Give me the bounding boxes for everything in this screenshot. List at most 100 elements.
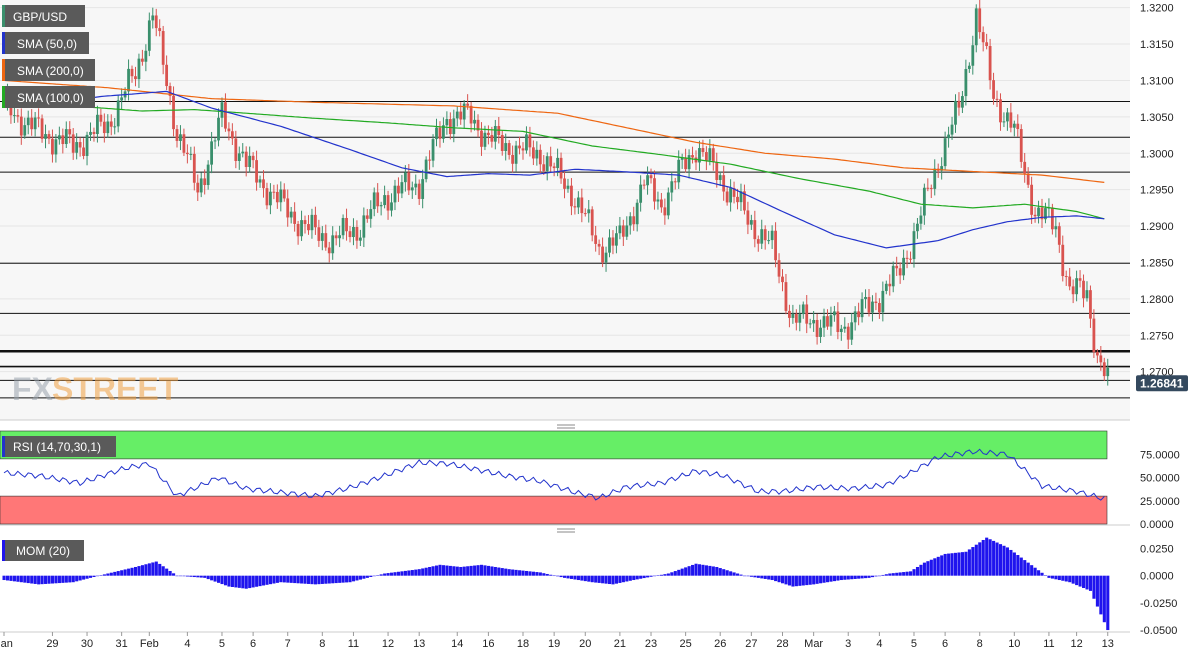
mom-bar [154,561,158,576]
candle-body [196,182,200,193]
candle-body [345,217,348,232]
candle-body [559,157,563,179]
time-tick-label: 6 [250,638,256,650]
resize-handle-rsi[interactable] [557,424,575,429]
mom-bar [642,575,646,579]
candle-body [833,311,836,316]
time-tick-label: 12 [1070,638,1082,650]
candle-body [680,157,684,160]
candle-body [583,213,587,215]
candle-body [663,207,667,216]
mom-bar [545,573,549,576]
resize-handle-mom[interactable] [557,528,575,533]
candle-body [393,185,397,203]
candle-body [414,183,418,188]
mom-bar [109,572,113,576]
mom-bar [113,571,117,576]
mom-bar [988,539,992,576]
candle-body [1089,290,1092,319]
candle-body [535,149,539,159]
candle-body [801,304,805,315]
candle-body [514,145,518,164]
candle-body [293,211,297,224]
candle-body [220,102,224,118]
mom-bar [106,573,110,576]
time-tick-label: 5 [219,638,225,650]
mom-bar [954,552,958,576]
price-axis-bg [1130,0,1203,655]
mom-bar [26,575,30,584]
time-tick-label: 16 [482,638,494,650]
mom-bar [663,574,667,576]
mom-bar [902,572,906,576]
mom-bar [701,564,705,576]
mom-bar [677,569,681,576]
mom-bar [37,575,41,585]
mom-bar [379,574,383,576]
candle-body [971,45,975,66]
mom-bar [507,569,511,576]
mom-bar [279,575,283,583]
mom-bar [704,565,708,576]
mom-bar [182,575,186,577]
mom-bar [922,562,926,576]
candle-body [1057,226,1061,245]
price-tick-label: 1.2850 [1140,257,1174,269]
candle-body [1075,278,1078,295]
candle-body [902,257,905,276]
candle-body [175,129,179,141]
candle-body [1085,290,1089,299]
candle-body [905,257,909,259]
candle-body [563,178,566,189]
mom-bar [590,575,594,583]
mom-bar [791,575,795,587]
candle-body [262,179,265,189]
mom-bar [23,575,27,583]
candle-body [480,130,483,147]
mom-bar [940,555,944,576]
time-tick-label: 6 [942,638,948,650]
mom-bar [628,575,632,581]
mom-bar [825,575,830,583]
candle-body [217,117,220,141]
mom-bar [165,568,169,576]
candle-body [1102,362,1106,377]
candle-body [37,117,40,119]
mom-bar [964,551,968,576]
mom-bar [857,575,861,579]
candle-body [400,182,404,194]
mom-bar [459,566,463,576]
candle-body [490,135,494,142]
candle-body [822,316,826,328]
candle-body [141,58,144,62]
candle-body [493,126,497,142]
time-axis-ticks: Jan 29 30 31 Feb 4 5 6 7 8 11 12 13 14 16 18 19 20 21 23 25 2… [0,632,1114,650]
candle-body [282,189,286,199]
candle-body [431,139,435,161]
mom-bar [421,568,425,576]
candle-body [331,235,335,254]
candle-body [698,148,701,163]
candle-body [314,214,317,228]
candle-body [912,231,916,260]
candle-body [407,172,411,191]
candle-body [102,121,106,134]
candle-body [334,235,338,239]
mom-bar [2,575,6,581]
candle-body [71,134,75,153]
candle-body [943,138,947,167]
mom-bar [732,572,736,576]
time-tick-label: 18 [517,638,529,650]
time-tick-label: 11 [1043,638,1054,650]
mom-bar [1012,552,1016,576]
mom-bar [241,575,245,589]
candle-body [303,220,307,225]
candle-body [604,252,608,263]
candle-body [466,103,470,106]
candle-body [469,105,473,124]
mom-tick-label: 0.0250 [1140,544,1174,556]
mom-bar [691,564,695,576]
candle-body [625,225,629,237]
mom-bar [158,563,162,576]
mom-bar [625,575,629,582]
